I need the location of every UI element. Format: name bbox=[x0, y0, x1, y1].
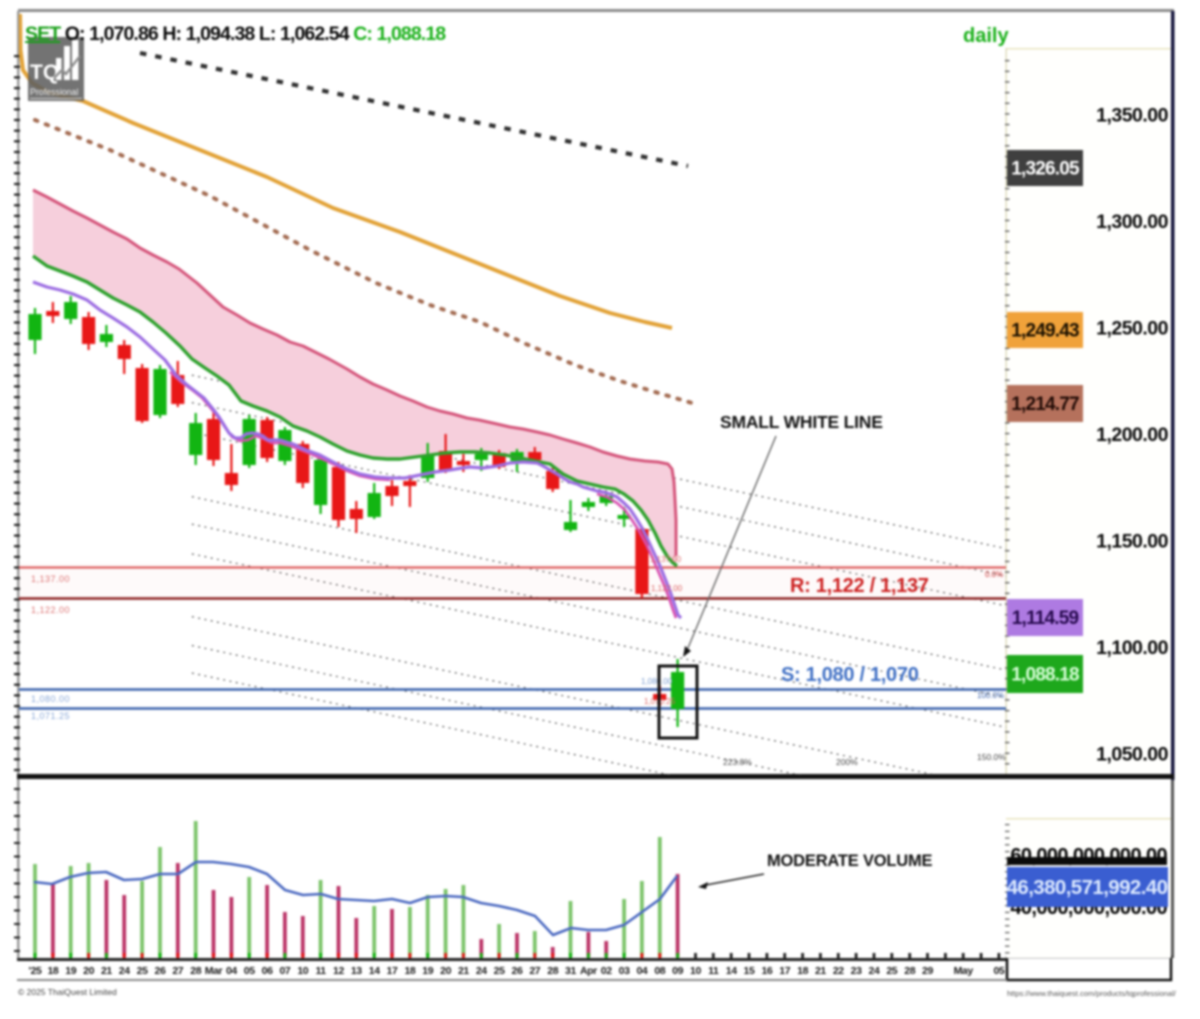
svg-text:19: 19 bbox=[422, 965, 433, 977]
svg-text:10: 10 bbox=[690, 965, 701, 977]
svg-text:1,326.05: 1,326.05 bbox=[1011, 159, 1080, 180]
svg-text:25: 25 bbox=[137, 965, 148, 977]
svg-text:20: 20 bbox=[440, 965, 451, 977]
svg-text:19: 19 bbox=[65, 965, 76, 977]
svg-text:06: 06 bbox=[262, 965, 273, 977]
svg-text:04: 04 bbox=[636, 965, 647, 977]
svg-text:14: 14 bbox=[369, 965, 380, 977]
svg-text:daily: daily bbox=[963, 25, 1009, 47]
svg-text:1,114.59: 1,114.59 bbox=[1012, 608, 1079, 629]
svg-text:1,200.00: 1,200.00 bbox=[1096, 424, 1169, 446]
svg-text:03: 03 bbox=[619, 965, 630, 977]
svg-text:https://www.thaiquest.com/prod: https://www.thaiquest.com/products/tqpro… bbox=[1007, 989, 1177, 998]
svg-text:26: 26 bbox=[512, 965, 523, 977]
svg-text:1,122.00: 1,122.00 bbox=[651, 584, 683, 593]
svg-text:31: 31 bbox=[565, 965, 576, 977]
svg-text:1,071.25: 1,071.25 bbox=[31, 711, 70, 721]
svg-text:05: 05 bbox=[244, 965, 255, 977]
svg-text:02: 02 bbox=[601, 965, 612, 977]
svg-text:1,088.18: 1,088.18 bbox=[1011, 665, 1079, 686]
svg-text:May: May bbox=[954, 965, 974, 977]
svg-text:1,137.00: 1,137.00 bbox=[650, 555, 682, 564]
svg-text:27: 27 bbox=[172, 965, 183, 977]
svg-text:29: 29 bbox=[922, 965, 933, 977]
svg-text:1,100.00: 1,100.00 bbox=[1096, 637, 1169, 659]
svg-text:1,080.00: 1,080.00 bbox=[31, 694, 70, 704]
svg-text:05: 05 bbox=[993, 965, 1004, 977]
svg-text:SMALL WHITE LINE: SMALL WHITE LINE bbox=[720, 412, 883, 432]
svg-text:18: 18 bbox=[47, 965, 58, 977]
svg-text:11: 11 bbox=[315, 965, 326, 977]
svg-text:1,080.00: 1,080.00 bbox=[641, 677, 673, 686]
svg-text:25: 25 bbox=[886, 965, 897, 977]
svg-text:13: 13 bbox=[351, 965, 362, 977]
svg-text:TQ: TQ bbox=[30, 61, 59, 84]
svg-text:28: 28 bbox=[190, 965, 201, 977]
svg-text:S: 1,080 / 1,070: S: 1,080 / 1,070 bbox=[781, 664, 919, 686]
svg-text:28: 28 bbox=[904, 965, 915, 977]
svg-text:1,249.43: 1,249.43 bbox=[1011, 321, 1079, 342]
svg-text:18: 18 bbox=[797, 965, 808, 977]
svg-text:'25: '25 bbox=[29, 965, 43, 977]
svg-text:1,250.00: 1,250.00 bbox=[1096, 318, 1169, 340]
svg-text:1,150.00: 1,150.00 bbox=[1096, 531, 1169, 553]
svg-text:1,300.00: 1,300.00 bbox=[1096, 211, 1169, 233]
svg-text:08: 08 bbox=[654, 965, 665, 977]
svg-text:21: 21 bbox=[101, 965, 112, 977]
svg-text:© 2025 ThaiQuest Limited: © 2025 ThaiQuest Limited bbox=[18, 987, 117, 997]
svg-text:27: 27 bbox=[529, 965, 540, 977]
svg-text:20: 20 bbox=[83, 965, 94, 977]
svg-text:21: 21 bbox=[458, 965, 469, 977]
svg-text:1,122.00: 1,122.00 bbox=[31, 605, 70, 615]
svg-text:MODERATE VOLUME: MODERATE VOLUME bbox=[767, 852, 933, 870]
svg-text:17: 17 bbox=[387, 965, 398, 977]
svg-text:100.0%: 100.0% bbox=[977, 691, 1004, 700]
svg-text:150.0%: 150.0% bbox=[977, 752, 1006, 762]
svg-text:14: 14 bbox=[726, 965, 737, 977]
svg-text:Apr: Apr bbox=[580, 965, 597, 977]
svg-text:18: 18 bbox=[404, 965, 415, 977]
svg-text:24: 24 bbox=[119, 965, 130, 977]
svg-text:17: 17 bbox=[779, 965, 790, 977]
svg-text:12: 12 bbox=[333, 965, 344, 977]
svg-text:1,137.00: 1,137.00 bbox=[31, 574, 70, 584]
svg-text:25: 25 bbox=[494, 965, 505, 977]
svg-text:07: 07 bbox=[279, 965, 290, 977]
svg-text:0.0%: 0.0% bbox=[985, 570, 1003, 579]
svg-text:09: 09 bbox=[672, 965, 683, 977]
svg-text:1,350.00: 1,350.00 bbox=[1096, 105, 1169, 127]
svg-text:10: 10 bbox=[297, 965, 308, 977]
svg-text:Mar: Mar bbox=[205, 965, 223, 977]
svg-text:24: 24 bbox=[476, 965, 487, 977]
svg-text:SET O: 1,070.86 H: 1,094.38 L:: SET O: 1,070.86 H: 1,094.38 L: 1,062.54 … bbox=[25, 23, 446, 45]
svg-text:28: 28 bbox=[547, 965, 558, 977]
svg-text:46,380,571,992.40: 46,380,571,992.40 bbox=[1007, 876, 1168, 899]
svg-text:22: 22 bbox=[833, 965, 844, 977]
svg-text:21: 21 bbox=[815, 965, 826, 977]
svg-text:1,214.77: 1,214.77 bbox=[1011, 394, 1079, 415]
svg-text:223.8%: 223.8% bbox=[723, 757, 752, 767]
svg-text:1,050.00: 1,050.00 bbox=[1096, 744, 1169, 766]
svg-text:200%: 200% bbox=[836, 757, 858, 767]
svg-text:04: 04 bbox=[226, 965, 237, 977]
svg-text:16: 16 bbox=[761, 965, 772, 977]
svg-text:11: 11 bbox=[708, 965, 719, 977]
svg-text:R: 1,122 / 1,137: R: 1,122 / 1,137 bbox=[790, 575, 929, 597]
svg-text:Professional: Professional bbox=[30, 87, 78, 97]
svg-text:26: 26 bbox=[155, 965, 166, 977]
svg-text:23: 23 bbox=[851, 965, 862, 977]
svg-text:24: 24 bbox=[869, 965, 880, 977]
svg-text:15: 15 bbox=[744, 965, 755, 977]
